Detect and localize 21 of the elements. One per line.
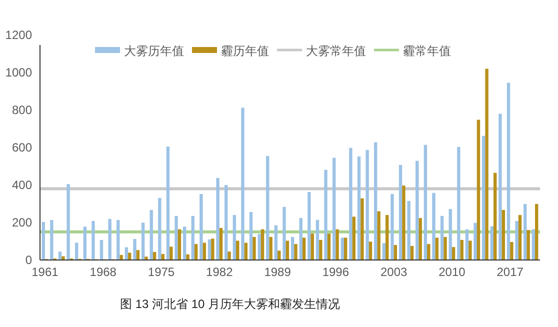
legend-label: 大雾历年值 xyxy=(124,44,184,58)
x-tick-label: 1961 xyxy=(32,265,59,279)
legend-label: 霾常年值 xyxy=(403,44,451,58)
x-tick-label: 1982 xyxy=(206,265,234,279)
y-tick-label: 200 xyxy=(12,216,32,230)
legend-label: 大雾常年值 xyxy=(306,44,366,58)
y-tick-label: 0 xyxy=(25,253,32,267)
caption: 图 13 河北省 10 月历年大雾和霾发生情况 xyxy=(120,297,340,311)
y-tick-label: 400 xyxy=(12,178,32,192)
y-tick-label: 600 xyxy=(12,140,32,154)
y-tick-label: 1200 xyxy=(5,28,32,42)
x-tick-label: 1975 xyxy=(148,265,175,279)
x-tick-label: 1968 xyxy=(90,265,117,279)
x-tick-label: 1996 xyxy=(322,265,350,279)
x-tick-label: 2017 xyxy=(496,265,524,279)
legend-label: 霾历年值 xyxy=(221,44,269,58)
x-tick-label: 2003 xyxy=(380,265,408,279)
y-tick-label: 1000 xyxy=(5,66,32,80)
y-tick-label: 800 xyxy=(12,103,32,117)
x-tick-label: 1989 xyxy=(264,265,292,279)
x-tick-label: 2010 xyxy=(438,265,466,279)
